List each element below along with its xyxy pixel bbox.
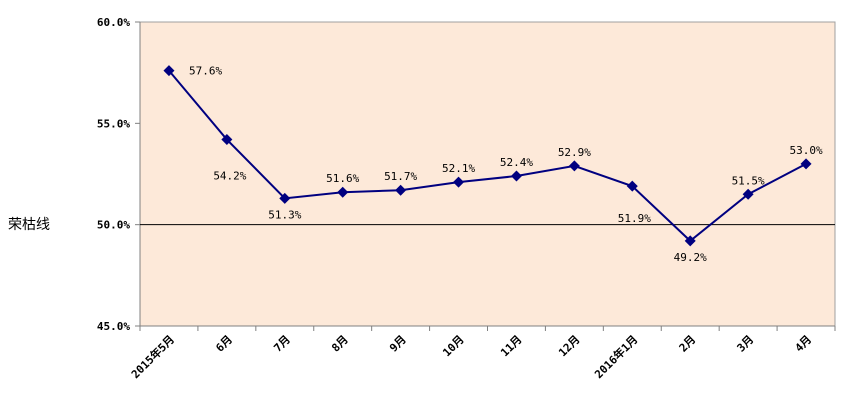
data-label: 54.2% (213, 170, 246, 183)
x-tick-label: 6月 (213, 333, 235, 355)
data-point (684, 235, 696, 247)
x-tick-label: 3月 (735, 333, 757, 355)
y-tick-label: 55.0% (97, 117, 130, 130)
reference-line-label: 荣枯线 (8, 217, 50, 233)
data-point (742, 188, 754, 200)
data-point (395, 184, 407, 196)
data-label: 52.4% (500, 156, 533, 169)
plot-area (139, 21, 836, 327)
x-tick-label: 8月 (329, 333, 351, 355)
y-axis: 60.0% 55.0% 50.0% 45.0% (97, 16, 141, 333)
data-point (279, 192, 291, 204)
data-point (626, 180, 638, 192)
data-point (510, 170, 522, 182)
x-axis: 2015年5月 6月 7月 8月 9月 10月 11月 12月 2016年1月 2月 3月 4月 (128, 325, 836, 381)
data-point (453, 176, 465, 188)
x-tick-label: 2016年1月 (592, 332, 641, 381)
data-point (337, 186, 349, 198)
data-label: 53.0% (789, 144, 822, 157)
data-label: 52.9% (558, 146, 591, 159)
data-label: 51.6% (326, 172, 359, 185)
x-tick-label: 4月 (793, 333, 815, 355)
x-tick-label: 12月 (556, 333, 582, 359)
data-point (568, 160, 580, 172)
data-label: 51.9% (618, 212, 651, 225)
data-point (800, 158, 812, 170)
x-tick-label: 10月 (440, 333, 466, 359)
data-labels: 57.6% 54.2% 51.3% 51.6% 51.7% 52.1% 52.4% 52.9%… (189, 65, 823, 264)
x-tick-label: 2015年5月 (128, 332, 177, 381)
data-label: 51.7% (384, 170, 417, 183)
data-label: 52.1% (442, 162, 475, 175)
x-tick-label: 7月 (271, 333, 293, 355)
data-point (163, 65, 175, 77)
x-tick-label: 2月 (677, 333, 699, 355)
x-tick-label: 9月 (387, 333, 409, 355)
y-tick-label: 45.0% (97, 320, 130, 333)
y-tick-label: 50.0% (97, 219, 130, 232)
data-label: 49.2% (674, 251, 707, 264)
y-tick-label: 60.0% (97, 16, 130, 29)
data-label: 57.6% (189, 65, 222, 78)
x-tick-label: 11月 (498, 333, 524, 359)
data-label: 51.5% (732, 174, 765, 187)
series-line (168, 69, 807, 243)
data-point (221, 134, 233, 146)
data-label: 51.3% (268, 208, 301, 221)
data-markers (163, 65, 812, 247)
